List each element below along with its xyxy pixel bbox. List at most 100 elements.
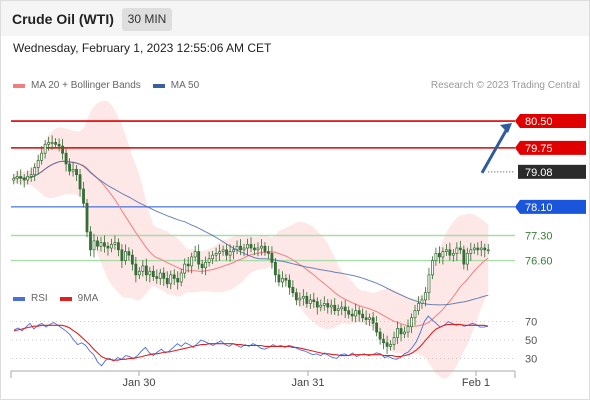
candle-24 [96, 236, 99, 251]
candle-27 [106, 241, 110, 256]
candle-body [315, 301, 319, 308]
legend-rsi9ma: 9MA [59, 293, 98, 304]
candle-82 [298, 292, 302, 307]
timeframe-badge[interactable]: 30 MIN [122, 8, 172, 31]
candle-body [207, 258, 211, 263]
candle-13 [57, 138, 61, 152]
candle-87 [315, 297, 319, 315]
candle-body [486, 249, 490, 252]
candle-97 [350, 308, 354, 322]
candle-body [54, 142, 58, 145]
candle-2 [19, 169, 23, 185]
candle-body [82, 188, 85, 204]
candle-25 [99, 236, 103, 252]
candle-body [64, 152, 68, 165]
candle-122 [438, 246, 441, 264]
candle-body [451, 253, 455, 256]
candle-body [458, 247, 462, 251]
candle-body [270, 253, 274, 263]
ma50-line [13, 160, 489, 306]
candle-body [12, 177, 16, 181]
candle-body [162, 272, 166, 279]
candle-26 [103, 235, 106, 253]
candle-32 [123, 244, 127, 265]
candle-body [137, 270, 141, 276]
candle-20 [82, 181, 85, 208]
candle-body [235, 245, 239, 251]
candle-body [382, 338, 385, 344]
candle-body [364, 317, 368, 320]
candle-body [385, 342, 389, 347]
candle-body [57, 143, 61, 147]
candle-124 [444, 244, 448, 256]
candle-127 [455, 242, 459, 261]
candle-body [197, 251, 201, 265]
candle-102 [368, 313, 372, 326]
candle-103 [371, 312, 375, 331]
candle-body [193, 251, 197, 258]
candle-90 [326, 299, 330, 314]
credit-text: Research © 2023 Trading Central [430, 80, 580, 91]
candle-96 [347, 306, 351, 319]
candle-body [326, 303, 330, 308]
candle-body [371, 317, 375, 324]
candle-17 [71, 162, 75, 177]
candle-133 [476, 242, 480, 256]
candle-body [406, 326, 410, 333]
candle-body [469, 249, 473, 254]
candle-98 [354, 303, 358, 323]
candle-body [263, 245, 267, 252]
candle-body [33, 167, 37, 176]
candle-107 [385, 335, 389, 354]
candle-body [120, 249, 124, 261]
candle-37 [141, 260, 145, 277]
candle-body [329, 304, 333, 308]
candle-28 [110, 238, 113, 253]
candle-body [361, 313, 365, 319]
candle-body [165, 278, 169, 285]
candle-91 [329, 299, 333, 315]
candle-body [71, 168, 75, 172]
candle-1 [15, 170, 19, 184]
candle-body [246, 244, 249, 249]
candle-33 [127, 247, 131, 261]
candle-body [68, 163, 71, 172]
candle-body [78, 174, 82, 190]
candle-body [298, 297, 302, 301]
candle-body [179, 272, 183, 283]
candle-body [43, 143, 47, 154]
candle-72 [263, 241, 267, 256]
level-value-3: 78.10 [525, 202, 553, 214]
candle-130 [465, 247, 469, 271]
candle-body [40, 152, 44, 161]
candle-76 [277, 269, 281, 287]
candle-body [267, 251, 270, 254]
ma20-label: MA 20 + Bollinger Bands [31, 80, 141, 91]
candle-12 [54, 138, 58, 149]
candle-body [448, 249, 452, 256]
candle-body [253, 247, 256, 251]
candle-body [141, 265, 145, 272]
candle-body [277, 274, 281, 283]
candle-body [399, 328, 403, 335]
candle-body [336, 308, 340, 311]
rsi-9ma-line [13, 323, 489, 361]
candle-84 [305, 292, 309, 308]
candle-body [228, 251, 232, 256]
candle-135 [483, 243, 487, 258]
candle-body [483, 247, 487, 251]
candle-6 [33, 163, 37, 182]
candle-89 [322, 296, 326, 311]
candle-9 [43, 139, 47, 159]
candle-body [249, 244, 253, 249]
candle-body [476, 247, 480, 251]
candle-125 [448, 242, 452, 261]
candle-21 [85, 199, 89, 238]
x-tick-label-2: Feb 1 [462, 377, 490, 389]
candle-46 [172, 269, 176, 285]
candle-92 [333, 298, 337, 315]
candle-body [89, 231, 92, 251]
candle-31 [120, 244, 124, 269]
candle-48 [179, 268, 183, 287]
candle-body [75, 168, 78, 176]
